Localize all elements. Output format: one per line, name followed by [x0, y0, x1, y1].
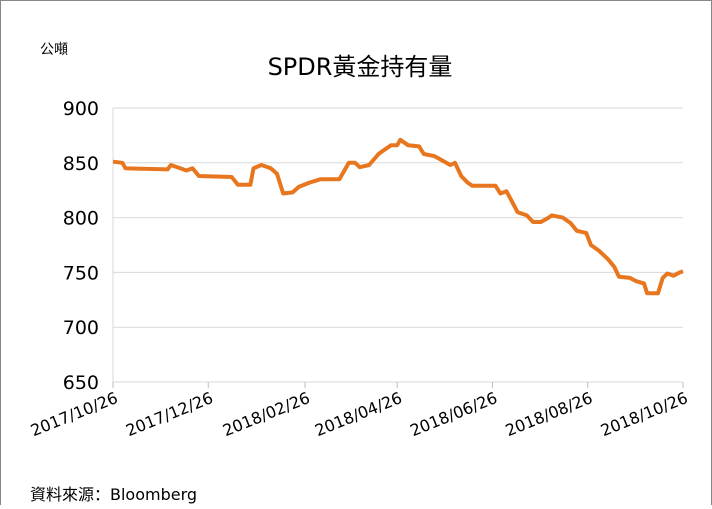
- y-tick-label: 900: [63, 98, 99, 120]
- y-axis-label: 公噸: [40, 42, 68, 58]
- chart-title: SPDR黃金持有量: [268, 53, 453, 81]
- y-tick-label: 800: [63, 208, 99, 230]
- y-tick-label: 850: [63, 153, 99, 175]
- y-tick-label: 750: [63, 262, 99, 284]
- source-note: 資料來源：Bloomberg: [30, 485, 197, 504]
- y-tick-label: 700: [63, 317, 99, 339]
- data-line: [112, 137, 684, 296]
- y-tick-label: 650: [63, 372, 99, 394]
